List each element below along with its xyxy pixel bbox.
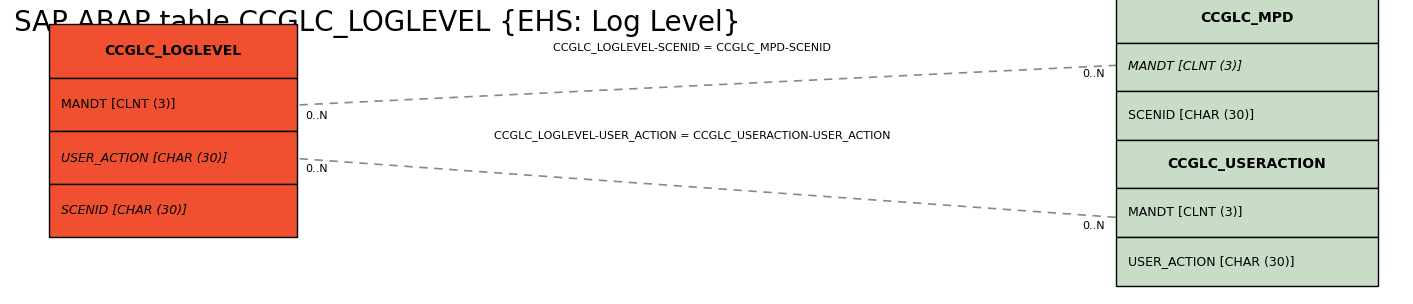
Text: CCGLC_LOGLEVEL-USER_ACTION = CCGLC_USERACTION-USER_ACTION: CCGLC_LOGLEVEL-USER_ACTION = CCGLC_USERA… xyxy=(495,130,890,141)
Text: MANDT [CLNT (3)]: MANDT [CLNT (3)] xyxy=(1128,60,1242,73)
FancyBboxPatch shape xyxy=(1116,188,1378,237)
FancyBboxPatch shape xyxy=(49,184,297,237)
Text: 0..N: 0..N xyxy=(1082,70,1105,79)
FancyBboxPatch shape xyxy=(49,24,297,78)
FancyBboxPatch shape xyxy=(49,131,297,184)
Text: USER_ACTION [CHAR (30)]: USER_ACTION [CHAR (30)] xyxy=(61,151,227,164)
Text: SAP ABAP table CCGLC_LOGLEVEL {EHS: Log Level}: SAP ABAP table CCGLC_LOGLEVEL {EHS: Log … xyxy=(14,9,740,38)
Text: CCGLC_LOGLEVEL: CCGLC_LOGLEVEL xyxy=(105,44,242,58)
FancyBboxPatch shape xyxy=(1116,43,1378,91)
Text: CCGLC_MPD: CCGLC_MPD xyxy=(1200,11,1294,25)
Text: 0..N: 0..N xyxy=(305,111,328,120)
Text: USER_ACTION [CHAR (30)]: USER_ACTION [CHAR (30)] xyxy=(1128,255,1294,268)
FancyBboxPatch shape xyxy=(1116,140,1378,188)
Text: 0..N: 0..N xyxy=(305,164,328,174)
Text: CCGLC_LOGLEVEL-SCENID = CCGLC_MPD-SCENID: CCGLC_LOGLEVEL-SCENID = CCGLC_MPD-SCENID xyxy=(554,42,831,53)
Text: MANDT [CLNT (3)]: MANDT [CLNT (3)] xyxy=(1128,206,1242,219)
FancyBboxPatch shape xyxy=(1116,237,1378,286)
Text: SCENID [CHAR (30)]: SCENID [CHAR (30)] xyxy=(1128,109,1253,122)
Text: CCGLC_USERACTION: CCGLC_USERACTION xyxy=(1167,157,1327,171)
Text: MANDT [CLNT (3)]: MANDT [CLNT (3)] xyxy=(61,98,175,111)
FancyBboxPatch shape xyxy=(49,78,297,131)
FancyBboxPatch shape xyxy=(1116,0,1378,43)
FancyBboxPatch shape xyxy=(1116,91,1378,140)
Text: SCENID [CHAR (30)]: SCENID [CHAR (30)] xyxy=(61,204,187,217)
Text: 0..N: 0..N xyxy=(1082,222,1105,231)
